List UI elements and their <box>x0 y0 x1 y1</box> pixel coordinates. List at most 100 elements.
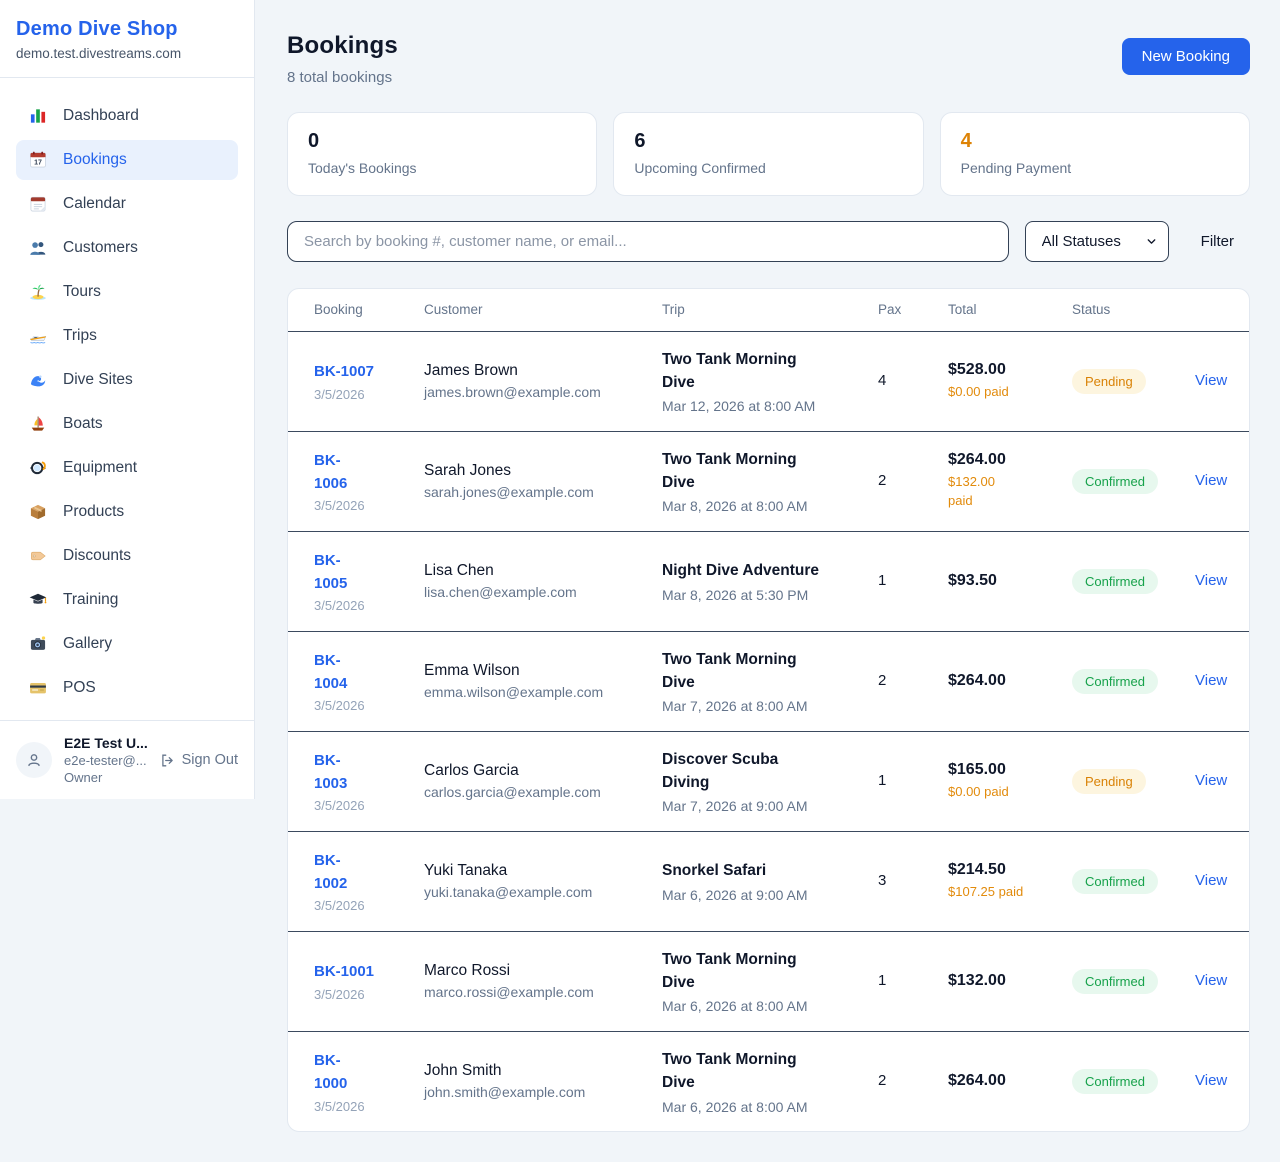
status-badge: Confirmed <box>1072 1068 1158 1094</box>
view-booking-link[interactable]: View <box>1195 972 1228 989</box>
total-amount: $264.00 <box>948 451 1006 469</box>
sidebar-item-dashboard[interactable]: Dashboard <box>16 96 238 136</box>
booking-id-link[interactable]: BK- 1004 <box>314 651 348 692</box>
trip-datetime: Mar 7, 2026 at 9:00 AM <box>662 798 808 815</box>
booking-id-link[interactable]: BK- 1006 <box>314 451 348 492</box>
sign-out-icon <box>161 754 173 766</box>
sidebar-item-label: Bookings <box>63 151 127 168</box>
table-row: BK- 1002 3/5/2026 Yuki Tanaka yuki.tanaka@e… <box>288 830 1249 931</box>
stat-label: Pending Payment <box>960 160 1072 176</box>
sidebar-item-boats[interactable]: Boats <box>16 404 238 444</box>
sidebar-item-gallery[interactable]: Gallery <box>16 624 238 664</box>
paid-amount: $107.25 paid <box>948 883 1024 899</box>
sidebar-item-trips[interactable]: Trips <box>16 316 238 356</box>
view-booking-link[interactable]: View <box>1195 872 1228 889</box>
trip-datetime: Mar 6, 2026 at 9:00 AM <box>662 886 808 903</box>
pax-count: 1 <box>878 572 887 589</box>
sidebar-item-discounts[interactable]: Discounts <box>16 536 238 576</box>
view-booking-link[interactable]: View <box>1195 672 1228 689</box>
sidebar-item-training[interactable]: Training <box>16 580 238 620</box>
new-booking-button[interactable]: New Booking <box>1121 38 1250 75</box>
customer-email: lisa.chen@example.com <box>424 584 577 600</box>
customer-name: Lisa Chen <box>424 562 494 579</box>
status-badge: Confirmed <box>1072 968 1158 994</box>
filter-button[interactable]: Filter <box>1185 233 1250 250</box>
total-amount: $528.00 <box>948 360 1006 378</box>
user-email: e2e-tester@... <box>64 753 147 768</box>
equipment-icon <box>28 458 48 478</box>
total-amount: $214.50 <box>948 860 1006 878</box>
total-amount: $264.00 <box>948 672 1006 689</box>
search-input[interactable] <box>287 221 1009 262</box>
trip-name: Two Tank Morning Dive <box>662 950 797 991</box>
pax-count: 4 <box>878 372 887 389</box>
sidebar-item-calendar[interactable]: Calendar <box>16 184 238 224</box>
view-booking-link[interactable]: View <box>1195 572 1228 589</box>
sidebar-item-label: POS <box>63 679 96 696</box>
brand-name[interactable]: Demo Dive Shop <box>16 18 178 40</box>
booking-date: 3/5/2026 <box>314 798 365 814</box>
page-title: Bookings <box>287 32 398 59</box>
booking-id-link[interactable]: BK- 1002 <box>314 851 348 892</box>
sidebar-item-dive-sites[interactable]: Dive Sites <box>16 360 238 400</box>
pos-icon <box>28 678 48 698</box>
sidebar-item-equipment[interactable]: Equipment <box>16 448 238 488</box>
sign-out-button[interactable]: Sign Out <box>159 752 238 769</box>
booking-id-link[interactable]: BK- 1000 <box>314 1052 348 1093</box>
sidebar-item-label: Dashboard <box>63 107 139 124</box>
sidebar-item-customers[interactable]: Customers <box>16 228 238 268</box>
view-booking-link[interactable]: View <box>1195 472 1228 489</box>
trip-name: Night Dive Adventure <box>662 562 820 580</box>
customers-icon <box>28 238 48 258</box>
total-amount: $165.00 <box>948 760 1006 778</box>
booking-date: 3/5/2026 <box>314 898 365 914</box>
filter-row: All Statuses Filter <box>287 221 1250 262</box>
bookings-table: Booking Customer Trip Pax Total Status BK-100… <box>288 289 1249 1131</box>
sidebar-item-bookings[interactable]: Bookings <box>16 140 238 180</box>
trip-datetime: Mar 8, 2026 at 5:30 PM <box>662 586 809 603</box>
status-badge: Pending <box>1072 768 1146 794</box>
stat-card: 0 Today's Bookings <box>287 112 598 196</box>
status-filter-select[interactable]: All Statuses <box>1024 221 1169 262</box>
boats-icon <box>28 414 48 434</box>
booking-id-link[interactable]: BK-1007 <box>314 363 375 381</box>
customer-name: Marco Rossi <box>424 962 511 979</box>
table-row: BK-1007 3/5/2026 James Brown james.brown@ex… <box>288 331 1249 431</box>
sidebar-item-label: Discounts <box>63 547 132 564</box>
sidebar-item-products[interactable]: Products <box>16 492 238 532</box>
dashboard-icon <box>28 106 48 126</box>
sidebar-item-tours[interactable]: Tours <box>16 272 238 312</box>
sidebar-nav: Dashboard Bookings Calendar Customers Tours T… <box>0 78 254 720</box>
booking-date: 3/5/2026 <box>314 498 365 514</box>
gallery-icon <box>28 634 48 654</box>
total-amount: $264.00 <box>948 1072 1006 1090</box>
trips-icon <box>28 326 48 346</box>
sidebar-item-label: Customers <box>63 239 138 256</box>
status-badge: Pending <box>1072 368 1146 394</box>
customer-email: yuki.tanaka@example.com <box>424 884 593 900</box>
booking-id-link[interactable]: BK- 1003 <box>314 751 348 792</box>
status-badge: Confirmed <box>1072 468 1158 494</box>
customer-email: carlos.garcia@example.com <box>424 784 601 800</box>
stat-value: 0 <box>308 130 320 152</box>
customer-email: sarah.jones@example.com <box>424 484 594 500</box>
sign-out-label: Sign Out <box>181 752 238 768</box>
view-booking-link[interactable]: View <box>1195 772 1228 789</box>
trip-datetime: Mar 8, 2026 at 8:00 AM <box>662 498 808 515</box>
paid-amount: $132.00 paid <box>948 474 995 508</box>
pax-count: 2 <box>878 472 887 489</box>
booking-id-link[interactable]: BK-1001 <box>314 963 375 981</box>
table-row: BK- 1003 3/5/2026 Carlos Garcia carlos.garc… <box>288 730 1249 831</box>
view-booking-link[interactable]: View <box>1195 1072 1228 1090</box>
column-header-actions <box>1195 289 1249 332</box>
trip-name: Two Tank Morning Dive <box>662 1051 797 1092</box>
stat-value: 4 <box>960 130 972 152</box>
booking-id-link[interactable]: BK- 1005 <box>314 551 348 592</box>
sidebar-item-label: Boats <box>63 415 103 432</box>
sidebar-item-pos[interactable]: POS <box>16 668 238 708</box>
user-box: E2E Test U... e2e-tester@... Owner Sign … <box>0 720 254 799</box>
table-row: BK-1001 3/5/2026 Marco Rossi marco.rossi@ex… <box>288 930 1249 1031</box>
user-icon <box>28 754 40 767</box>
view-booking-link[interactable]: View <box>1195 372 1228 389</box>
